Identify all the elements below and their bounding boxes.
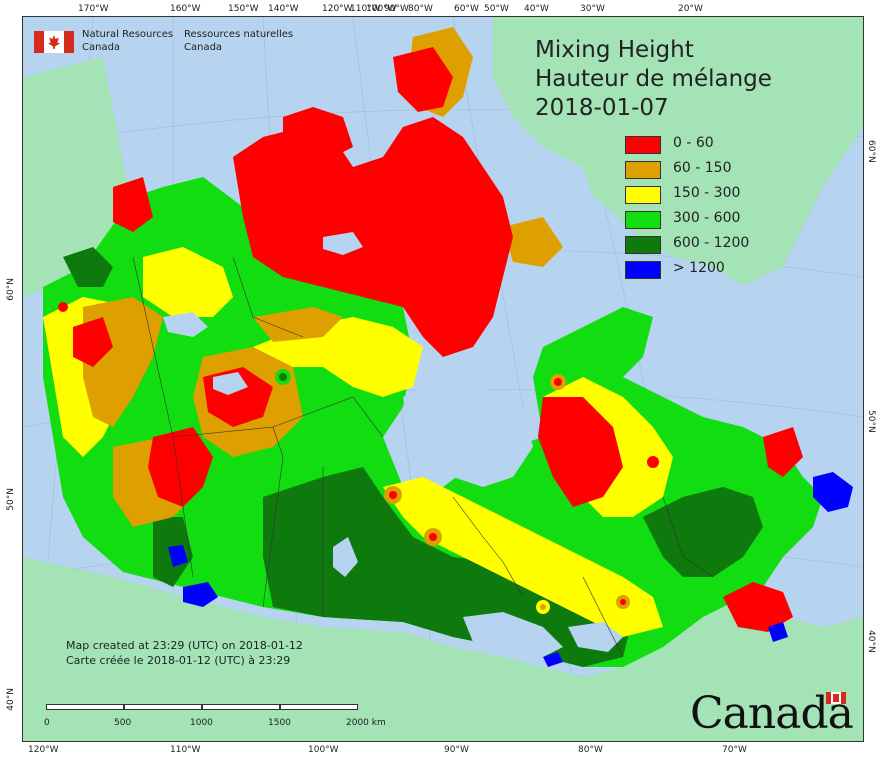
legend-swatch: [625, 186, 661, 204]
tick-bottom: 70°W: [722, 745, 747, 755]
scale-bar: 0 500 1000 1500 2000 km: [44, 704, 386, 728]
legend-label: 0 - 60: [673, 135, 714, 151]
legend-label: 150 - 300: [673, 185, 741, 201]
tick-top: 140°W: [268, 4, 299, 14]
legend-label: 60 - 150: [673, 160, 732, 176]
agency-name-fr: Ressources naturelles Canada: [184, 28, 293, 54]
agency-name-en-line1: Natural Resources: [82, 29, 174, 40]
tick-top: 110°W: [350, 4, 381, 14]
tick-left: 50°N: [6, 488, 16, 511]
scale-segment: [46, 704, 124, 710]
tick-top: 150°W: [228, 4, 259, 14]
scale-label: 1500: [268, 718, 291, 728]
scale-label: 1000: [190, 718, 213, 728]
legend-item: 150 - 300: [625, 185, 785, 206]
tick-top: 160°W: [170, 4, 201, 14]
tick-top: 120°W: [322, 4, 353, 14]
legend-label: 600 - 1200: [673, 235, 750, 251]
title-french: Hauteur de mélange: [535, 66, 772, 92]
legend-label: > 1200: [673, 260, 725, 276]
legend-swatch: [625, 136, 661, 154]
legend-item: 0 - 60: [625, 135, 785, 156]
zone-over-1200: [168, 472, 853, 667]
legend-swatch: [625, 161, 661, 179]
creation-note: Map created at 23:29 (UTC) on 2018-01-12…: [66, 638, 303, 668]
tick-left: 40°N: [6, 688, 16, 711]
tick-top: 60°W: [454, 4, 479, 14]
legend-swatch: [625, 211, 661, 229]
tick-bottom: 100°W: [308, 745, 339, 755]
tick-top: 170°W: [78, 4, 109, 14]
map-title: Mixing Height Hauteur de mélange 2018-01…: [535, 36, 772, 123]
zone-600-1200: [63, 247, 763, 667]
tick-right: 50°N: [866, 410, 876, 433]
creation-note-fr: Carte créée le 2018-01-12 (UTC) à 23:29: [66, 654, 291, 667]
scale-segment: [202, 704, 280, 710]
agency-name-fr-line1: Ressources naturelles: [184, 29, 294, 40]
legend-swatch: [625, 261, 661, 279]
tick-right: 60°N: [866, 140, 876, 163]
wordmark-flag-icon: [826, 692, 846, 704]
tick-top: 50°W: [484, 4, 509, 14]
tick-top: 90°W: [384, 4, 409, 14]
tick-top: 20°W: [678, 4, 703, 14]
legend-swatch: [625, 236, 661, 254]
tick-bottom: 90°W: [444, 745, 469, 755]
tick-top: 80°W: [408, 4, 433, 14]
agency-name-en: Natural Resources Canada: [82, 28, 173, 54]
map-svg: [23, 17, 863, 741]
boundaries: [132, 256, 714, 658]
legend-label: 300 - 600: [673, 210, 741, 226]
title-english: Mixing Height: [535, 37, 694, 63]
scale-label: 0: [44, 718, 50, 728]
creation-note-en: Map created at 23:29 (UTC) on 2018-01-12: [66, 639, 303, 652]
tick-right: 40°N: [866, 630, 876, 653]
tick-left: 60°N: [6, 278, 16, 301]
scale-label: 2000 km: [346, 718, 386, 728]
legend-item: 60 - 150: [625, 160, 785, 181]
tick-bottom: 80°W: [578, 745, 603, 755]
tick-top: 30°W: [580, 4, 605, 14]
tick-top: 40°W: [524, 4, 549, 14]
tick-top: 100°W: [366, 4, 397, 14]
map-canvas: [22, 16, 864, 742]
legend-item: > 1200: [625, 260, 785, 281]
agency-name-en-line2: Canada: [82, 42, 121, 53]
foreign-land: [23, 17, 863, 741]
tick-bottom: 110°W: [170, 745, 201, 755]
scale-segment: [280, 704, 358, 710]
scale-label: 500: [114, 718, 132, 728]
legend-item: 300 - 600: [625, 210, 785, 231]
canada-land: [43, 177, 823, 667]
hotspots: [58, 302, 659, 614]
title-date: 2018-01-07: [535, 95, 669, 121]
tick-bottom: 120°W: [28, 745, 59, 755]
canada-flag-icon: [34, 31, 74, 53]
legend-item: 600 - 1200: [625, 235, 785, 256]
zone-0-60: [73, 47, 803, 632]
lakes: [163, 232, 623, 657]
agency-name-fr-line2: Canada: [184, 42, 223, 53]
scale-segment: [124, 704, 202, 710]
